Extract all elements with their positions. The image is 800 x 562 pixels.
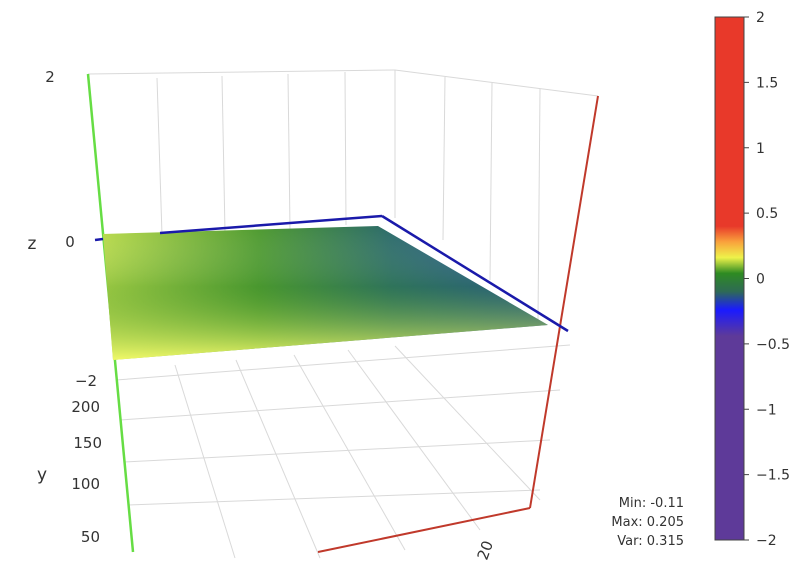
colorbar[interactable]: 2 1.5 1 0.5 0 −0.5 −1 −1.5 −2: [714, 10, 790, 549]
y-tick-50: 50: [81, 528, 100, 546]
colorbar-bar: [714, 16, 745, 541]
colorbar-tick-label: 0: [756, 272, 765, 288]
statistics-panel: Min: -0.11 Max: 0.205 Var: 0.315: [611, 494, 684, 551]
colorbar-tick-label: 1.5: [756, 75, 778, 91]
colorbar-tick-label: −1.5: [756, 468, 790, 484]
colorbar-tick-label: −2: [756, 533, 777, 549]
stat-max: Max: 0.205: [611, 515, 684, 530]
stat-min: Min: -0.11: [618, 496, 684, 511]
y-tick-100: 100: [71, 475, 100, 493]
z-axis-frame: [94, 214, 569, 333]
x-tick-20: 20: [474, 538, 497, 562]
y-axis-title: y: [37, 465, 47, 485]
stat-var: Var: 0.315: [617, 534, 684, 549]
colorbar-tick-label: −0.5: [756, 337, 790, 353]
x-axis-line-bottom: [317, 507, 531, 553]
surface[interactable]: [103, 226, 548, 360]
z-tick-0: 0: [65, 233, 75, 251]
z-tick-2: 2: [45, 68, 55, 86]
colorbar-tick-label: 0.5: [756, 206, 778, 222]
z-axis-title: z: [28, 234, 37, 254]
colorbar-tick-label: −1: [756, 402, 777, 418]
y-tick-150: 150: [73, 434, 102, 452]
colorbar-tick-label: 2: [756, 10, 765, 26]
colorbar-ticks: 2 1.5 1 0.5 0 −0.5 −1 −1.5 −2: [744, 10, 790, 549]
z-tick-neg2: −2: [75, 372, 97, 390]
colorbar-tick-label: 1: [756, 141, 765, 157]
grid-lines: [87, 69, 599, 559]
x-axis-line: [529, 95, 599, 509]
y-tick-200: 200: [71, 398, 100, 416]
